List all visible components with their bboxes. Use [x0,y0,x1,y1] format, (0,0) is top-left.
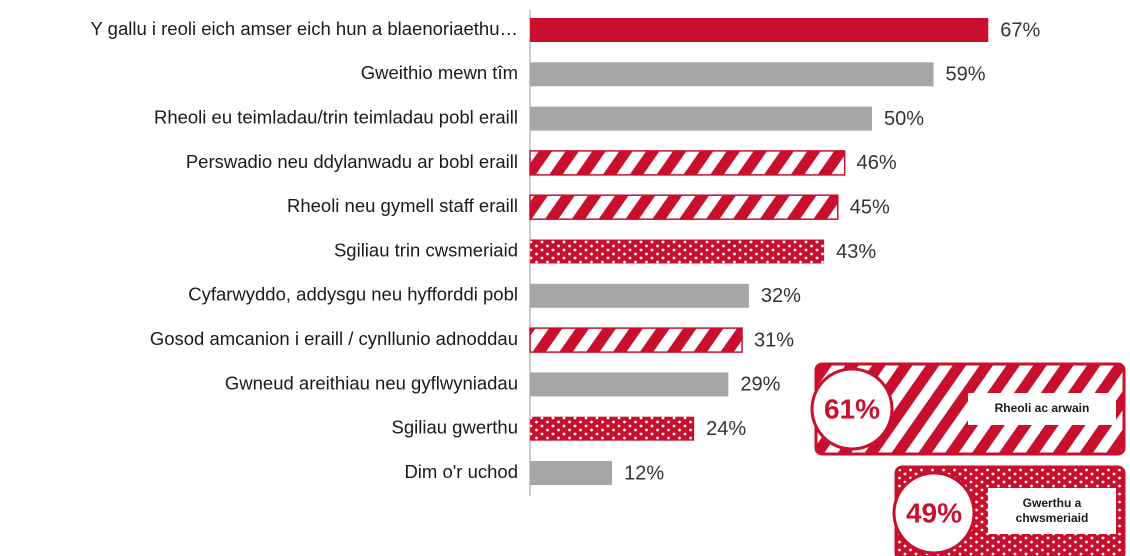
value-label: 59% [946,64,986,86]
bar [530,283,749,308]
value-label: 29% [740,374,780,396]
bar [530,416,695,441]
bar [529,150,846,176]
value-label: 31% [754,329,794,351]
bar [530,62,934,87]
bar [529,194,839,220]
category-label: Rheoli neu gymell staff eraill [287,195,518,216]
category-label: Cyfarwyddo, addysgu neu hyfforddi pobl [188,284,518,305]
category-label: Gosod amcanion i eraill / cynllunio adno… [150,328,518,349]
legend-box-2: 49% Gwerthu a chwsmeriaid [892,465,1126,556]
category-label: Dim o'r uchod [404,461,518,482]
bar [530,239,825,264]
value-label: 46% [857,152,897,174]
category-label: Gweithio mewn tîm [361,62,518,83]
value-label: 12% [624,462,664,484]
bar [530,461,613,485]
legend-text-box: Gwerthu a chwsmeriaid [1015,496,1089,525]
category-label: Gwneud areithiau neu gyflwyniadau [225,372,518,393]
legend-value: 61% [824,393,880,424]
legend-value: 49% [906,497,962,528]
bar [530,106,872,131]
legend-text: Rheoli ac arwain [995,401,1090,415]
value-label: 50% [884,108,924,130]
value-label: 24% [706,418,746,440]
value-label: 43% [836,241,876,263]
category-label: Y gallu i reoli eich amser eich hun a bl… [91,18,518,39]
category-label: Rheoli eu teimladau/trin teimladau pobl … [154,106,518,127]
legend-text: Gwerthu a chwsmeriaid [1015,496,1089,525]
bar [530,372,729,397]
category-label: Sgiliau trin cwsmeriaid [334,239,518,260]
category-label: Perswadio neu ddylanwadu ar bobl eraill [186,151,518,172]
bar [529,327,743,353]
category-label: Sgiliau gwerthu [392,417,519,438]
legend-box-1: 61% Rheoli ac arwain [810,362,1126,456]
value-label: 67% [1000,19,1040,41]
value-label: 45% [850,196,890,218]
bar [530,18,989,42]
value-label: 32% [761,285,801,307]
